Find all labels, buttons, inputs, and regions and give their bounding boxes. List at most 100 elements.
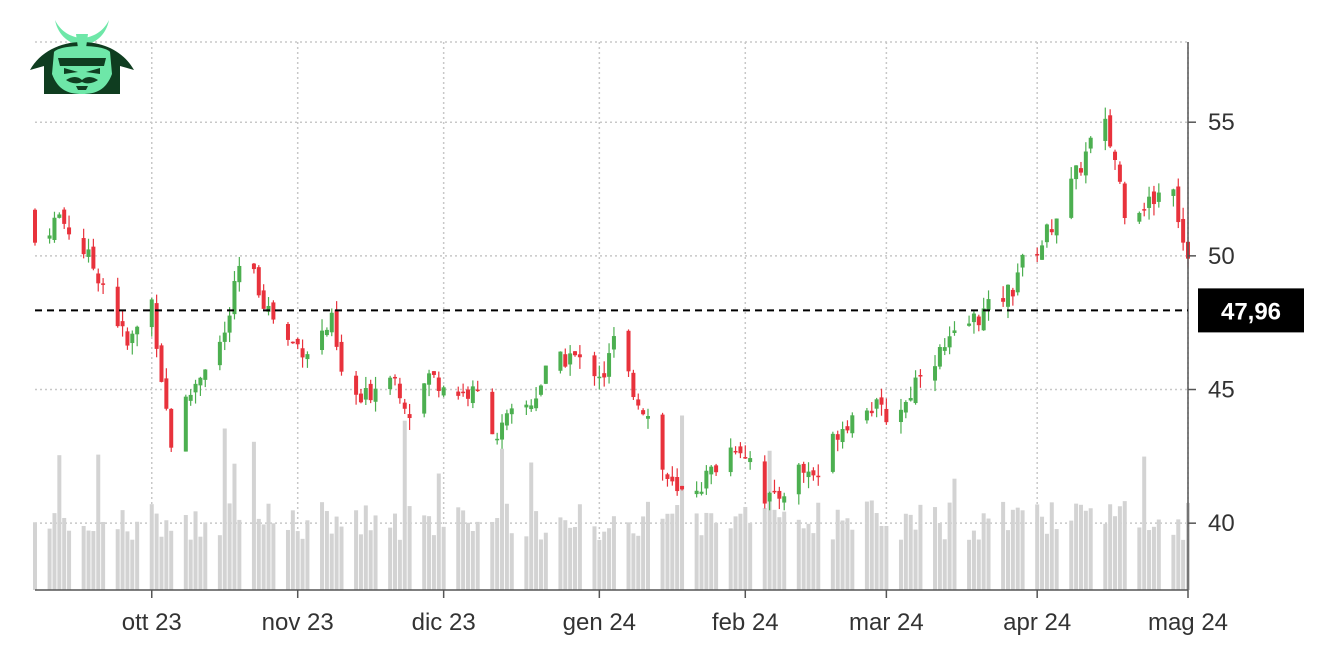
candle-body bbox=[524, 404, 529, 408]
volume-bar bbox=[971, 530, 976, 590]
candle-body bbox=[154, 303, 159, 349]
candle-body bbox=[285, 324, 290, 340]
candle-body bbox=[558, 351, 563, 371]
volume-bar bbox=[830, 539, 835, 590]
candle-body bbox=[636, 399, 641, 406]
candle-body bbox=[626, 330, 631, 372]
volume-bar bbox=[251, 441, 256, 590]
volume-bar bbox=[149, 504, 154, 590]
candle-body bbox=[222, 332, 227, 342]
volume-bar bbox=[538, 539, 543, 590]
candle-body bbox=[1001, 298, 1006, 302]
candle-body bbox=[850, 415, 855, 434]
candle-body bbox=[1113, 151, 1118, 161]
candle-body bbox=[1088, 137, 1093, 149]
candle-body bbox=[1137, 212, 1142, 222]
candle-body bbox=[733, 450, 738, 453]
candle-body bbox=[767, 492, 772, 502]
candle-body bbox=[96, 273, 101, 284]
volume-bar bbox=[222, 428, 227, 590]
volume-bar bbox=[188, 539, 193, 590]
candle-body bbox=[198, 377, 203, 386]
volume-bar bbox=[864, 501, 869, 590]
volume-bar bbox=[699, 535, 704, 590]
volume-bar bbox=[558, 517, 563, 590]
candle-body bbox=[913, 377, 918, 404]
volume-bar bbox=[1088, 508, 1093, 590]
volume-bar bbox=[767, 450, 772, 590]
x-tick-label: mag 24 bbox=[1148, 609, 1228, 636]
candle-body bbox=[159, 345, 164, 382]
volume-bar bbox=[1069, 520, 1074, 590]
volume-bar bbox=[495, 518, 500, 590]
candle-body bbox=[368, 383, 373, 401]
candle-body bbox=[801, 463, 806, 473]
candle-body bbox=[290, 341, 295, 344]
volume-bar bbox=[91, 531, 96, 590]
candle-body bbox=[183, 396, 188, 452]
candle-body bbox=[879, 397, 884, 405]
volume-bar bbox=[62, 517, 67, 590]
volume-bar bbox=[942, 539, 947, 590]
volume-bar bbox=[388, 527, 393, 590]
candle-body bbox=[529, 405, 534, 410]
candle-body bbox=[573, 351, 578, 356]
volume-bar bbox=[1001, 501, 1006, 590]
reference-label: 47,96 bbox=[1221, 298, 1281, 325]
candle-body bbox=[641, 410, 646, 415]
candle-body bbox=[699, 491, 704, 494]
volume-bar bbox=[743, 506, 748, 590]
candles bbox=[33, 107, 1190, 511]
candle-body bbox=[373, 388, 378, 402]
volume-bar bbox=[626, 522, 631, 590]
candle-body bbox=[363, 388, 368, 400]
volume-bar bbox=[543, 532, 548, 590]
volume-bar bbox=[947, 502, 952, 590]
volume-bar bbox=[772, 509, 777, 590]
candle-body bbox=[869, 410, 874, 414]
volume-bar bbox=[645, 501, 650, 590]
volume-bar bbox=[1044, 533, 1049, 590]
volume-bar bbox=[913, 529, 918, 590]
volume-bar bbox=[237, 519, 242, 590]
volume-bar bbox=[898, 539, 903, 590]
candle-body bbox=[840, 429, 845, 443]
candle-body bbox=[675, 477, 680, 492]
volume-bar bbox=[733, 516, 738, 590]
volume-bar bbox=[933, 507, 938, 590]
candle-body bbox=[830, 433, 835, 472]
volume-bar bbox=[96, 454, 101, 590]
volume-bar bbox=[431, 535, 436, 590]
candle-body bbox=[782, 496, 787, 503]
volume-bar bbox=[169, 530, 174, 590]
candle-body bbox=[898, 409, 903, 423]
candle-body bbox=[538, 385, 543, 395]
candle-body bbox=[397, 383, 402, 399]
candle-body bbox=[1069, 178, 1074, 218]
candle-body bbox=[1142, 209, 1147, 211]
candle-body bbox=[266, 305, 271, 312]
candle-body bbox=[1049, 229, 1054, 233]
volume-bar bbox=[320, 502, 325, 590]
candle-body bbox=[271, 302, 276, 320]
candle-body bbox=[329, 312, 334, 333]
candle-body bbox=[1078, 168, 1083, 173]
candle-body bbox=[256, 267, 261, 296]
candle-body bbox=[125, 331, 130, 346]
candle-body bbox=[461, 391, 466, 394]
axes: 40 45 50 55 ott 23 nov 23 dic 23 gen 24 feb 24 ma… bbox=[35, 42, 1235, 636]
volume-bar bbox=[1015, 507, 1020, 590]
volume-bar bbox=[295, 531, 300, 590]
candle-body bbox=[1151, 191, 1156, 205]
candle-body bbox=[568, 353, 573, 365]
volume-bar bbox=[81, 525, 86, 590]
x-tick-label: nov 23 bbox=[262, 609, 334, 636]
candle-body bbox=[436, 377, 441, 391]
x-tick-label: feb 24 bbox=[712, 609, 779, 636]
volume-bar bbox=[680, 415, 685, 590]
candle-body bbox=[115, 286, 120, 327]
volume-bar bbox=[981, 513, 986, 590]
volume-bar bbox=[529, 462, 534, 590]
candle-body bbox=[465, 389, 470, 399]
volume-bar bbox=[782, 511, 787, 590]
